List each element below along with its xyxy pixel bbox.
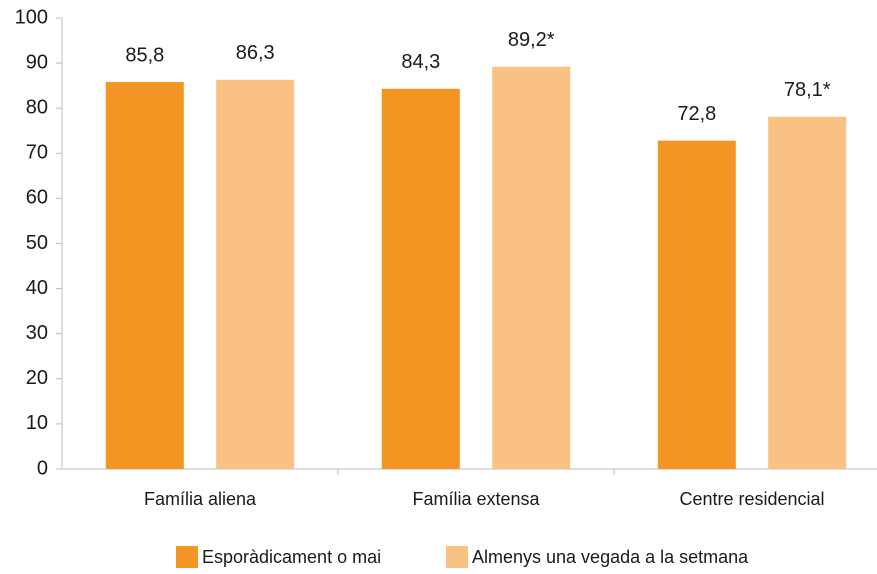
y-tick-label: 100 (15, 6, 48, 28)
y-tick-label: 10 (26, 412, 48, 434)
legend-swatch (176, 546, 198, 568)
value-label: 86,3 (236, 42, 275, 64)
value-label: 85,8 (125, 44, 164, 66)
x-tick-label: Centre residencial (679, 489, 824, 509)
y-tick-label: 80 (26, 96, 48, 118)
x-tick-label: Família aliena (144, 489, 257, 509)
y-tick-label: 40 (26, 277, 48, 299)
bar (105, 82, 184, 470)
y-tick-label: 30 (26, 322, 48, 344)
y-tick-label: 90 (26, 51, 48, 73)
value-label: 89,2* (508, 29, 555, 51)
bar (492, 66, 571, 469)
value-label: 72,8 (677, 103, 716, 125)
bar (216, 79, 295, 470)
legend-swatch (446, 546, 468, 568)
value-label: 84,3 (401, 51, 440, 73)
y-tick-label: 20 (26, 367, 48, 389)
bar (381, 88, 460, 469)
bar (657, 140, 736, 469)
bar (768, 116, 847, 470)
y-tick-label: 50 (26, 232, 48, 254)
value-label: 78,1* (784, 79, 831, 101)
legend-label: Almenys una vegada a la setmana (472, 547, 749, 567)
y-tick-label: 0 (37, 457, 48, 479)
legend-label: Esporàdicament o mai (202, 547, 381, 567)
x-tick-label: Família extensa (412, 489, 540, 509)
y-tick-label: 70 (26, 142, 48, 164)
y-tick-label: 60 (26, 187, 48, 209)
